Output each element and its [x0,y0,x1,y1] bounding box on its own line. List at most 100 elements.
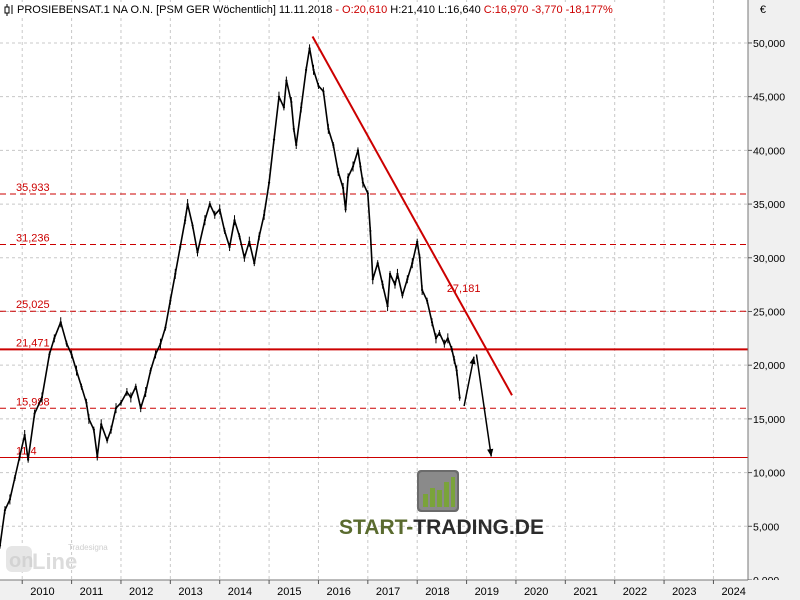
price-point [308,47,311,50]
price-point [450,347,453,351]
price-point [277,95,281,98]
brand-left: START- [339,516,414,539]
price-point [208,202,211,206]
price-point [300,106,303,109]
arrow-head-icon [487,448,494,457]
price-point [290,100,293,104]
y-tick-label: 20,000 [753,360,785,372]
price-point [114,407,118,410]
level-label: 25,025 [16,299,50,311]
trendline-annotation: 27,181 [447,283,481,295]
price-point [361,181,364,184]
price-point [119,401,123,404]
price-point [317,84,320,88]
price-point [342,186,345,190]
price-point [184,219,187,222]
header-open: - O:20,610 [335,4,388,16]
price-point [337,170,340,173]
price-point [96,455,99,458]
price-point [218,208,221,211]
price-point [263,213,266,216]
brand-wordmark: START-TRADING.DE [339,516,544,540]
level-label: 31,236 [16,233,50,245]
x-tick-label: 2024 [721,586,745,598]
price-point [196,251,199,254]
price-point [149,369,152,372]
price-point [455,369,458,372]
price-point [191,224,194,227]
price-point [406,278,409,281]
price-point [159,342,162,345]
price-point [75,369,78,372]
x-tick-label: 2017 [376,586,400,598]
price-point [253,262,256,265]
price-point [0,544,2,547]
price-point [87,417,90,420]
price-point [80,385,83,388]
price-point [446,337,449,340]
level-label: 35,933 [16,182,50,194]
price-point [243,256,246,259]
price-point [70,353,73,356]
x-tick-label: 2020 [524,586,548,598]
price-point [305,68,308,71]
resistance-trendline [311,36,513,396]
header-symbol: PROSIEBENSAT.1 [17,4,110,16]
x-tick-label: 2011 [80,586,104,598]
x-tick-label: 2021 [573,586,597,598]
y-tick-label: 45,000 [753,92,785,104]
price-point [139,407,142,410]
header-date: 11.11.2018 [278,4,333,16]
price-point [267,181,271,184]
price-point [411,262,414,265]
price-point [312,68,315,71]
x-tick-label: 2023 [672,586,696,598]
price-point [85,401,88,404]
price-point [453,358,456,361]
price-point [125,390,128,394]
y-tick-label: 10,000 [753,468,785,480]
price-point [344,208,347,211]
y-tick-label: 30,000 [753,253,785,265]
price-point [164,326,167,329]
price-point [40,396,44,399]
price-point [92,428,95,431]
price-point [48,353,51,356]
x-tick-label: 2019 [475,586,499,598]
price-point [179,245,182,249]
price-point [443,342,446,345]
price-point [322,90,325,93]
price-point [438,331,441,335]
price-point [65,342,68,345]
y-axis-panel [748,0,800,600]
price-point [18,455,21,458]
candlestick-icon [4,4,14,16]
y-tick-label: 5,000 [753,521,779,533]
plot-area [0,0,748,580]
price-point [134,385,137,388]
arrow-head-icon [469,356,476,365]
price-point [109,428,113,431]
header-name: NA O.N. [PSM GER [112,4,210,16]
start-trading-logo-icon [417,470,459,512]
price-point [351,165,355,168]
projection-arrow [475,354,493,457]
price-point [258,235,261,238]
projection-arrow [463,356,475,407]
price-point [3,509,7,512]
y-tick-label: 35,000 [753,199,785,211]
header-close: C:16,970 [483,4,529,16]
price-point [425,299,429,302]
x-tick-label: 2010 [30,586,54,598]
price-point [332,143,335,147]
level-label: 15,988 [16,396,50,408]
price-point [169,299,172,302]
price-point [386,305,389,308]
price-point [327,127,330,130]
price-point [8,498,11,501]
price-point [154,353,157,356]
price-point [282,106,285,109]
x-tick-label: 2018 [425,586,449,598]
